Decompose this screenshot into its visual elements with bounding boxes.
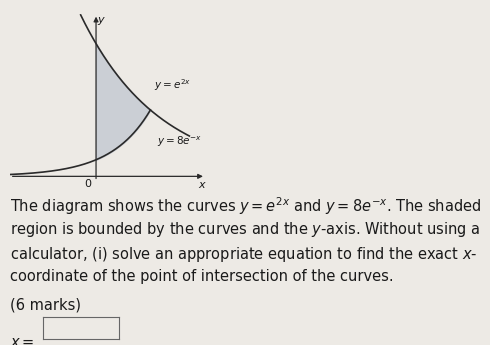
Text: x: x <box>198 180 205 190</box>
Text: 0: 0 <box>85 179 92 189</box>
Text: $y=e^{2x}$: $y=e^{2x}$ <box>154 78 191 93</box>
Text: y: y <box>98 16 104 26</box>
Text: The diagram shows the curves $y = e^{2x}$ and $y = 8e^{-x}$. The shaded: The diagram shows the curves $y = e^{2x}… <box>10 195 481 217</box>
Text: (6 marks): (6 marks) <box>10 298 81 313</box>
Text: $x =$: $x =$ <box>10 335 34 345</box>
Text: $y=8e^{-x}$: $y=8e^{-x}$ <box>157 135 202 149</box>
Text: coordinate of the point of intersection of the curves.: coordinate of the point of intersection … <box>10 269 393 284</box>
Text: region is bounded by the curves and the $y$-axis. Without using a: region is bounded by the curves and the … <box>10 220 480 239</box>
Text: calculator, (i) solve an appropriate equation to find the exact $x$-: calculator, (i) solve an appropriate equ… <box>10 245 477 264</box>
